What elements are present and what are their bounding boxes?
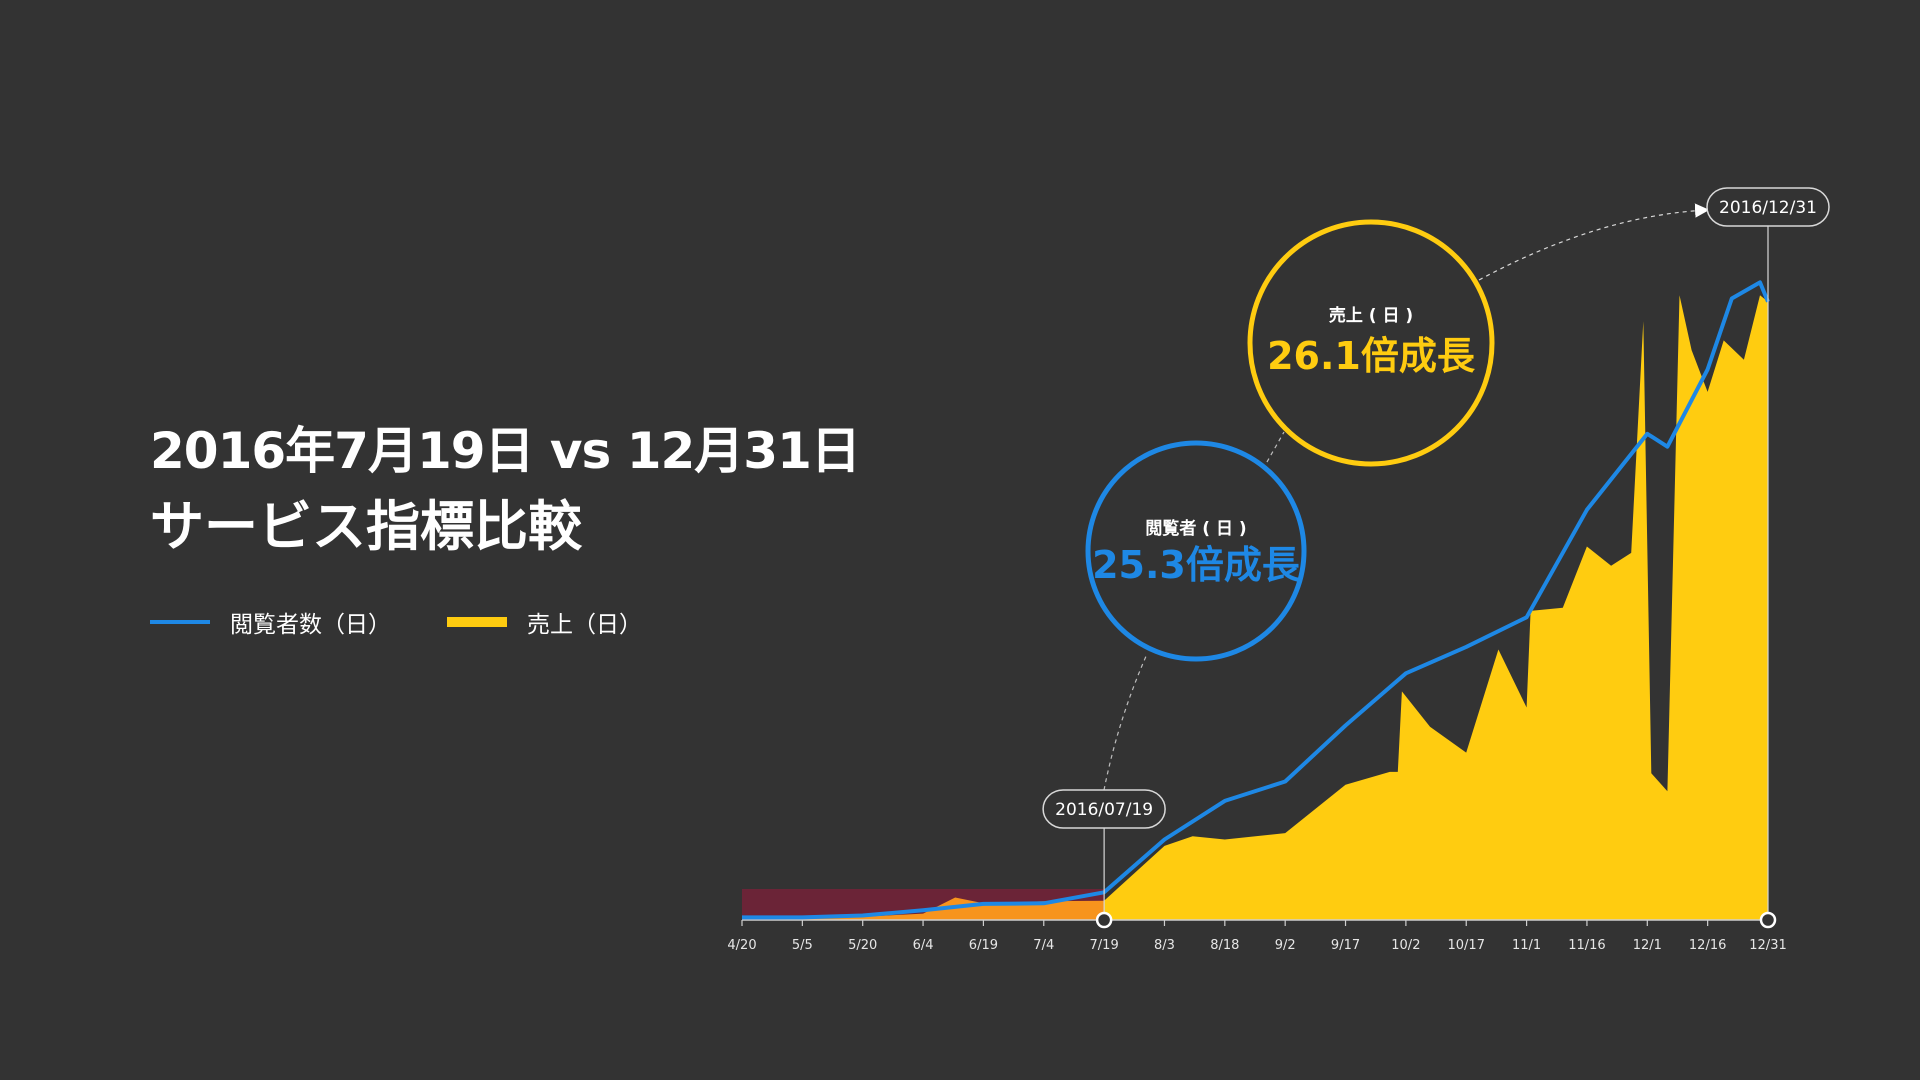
dashed-connector-end bbox=[1478, 203, 1710, 281]
end-point-marker bbox=[1759, 911, 1777, 929]
legend-line-swatch bbox=[150, 620, 210, 624]
x-tick-label: 9/17 bbox=[1331, 938, 1360, 953]
sales-callout-value: 26.1倍成長 bbox=[1267, 334, 1476, 378]
legend-bar-swatch bbox=[447, 617, 507, 627]
legend-viewers-label: 閲覧者数（日） bbox=[230, 612, 391, 638]
title-date-comparison: 2016年7月19日 vs 12月31日 bbox=[150, 422, 861, 480]
end-date-pill: 2016/12/31 bbox=[1706, 187, 1830, 227]
sales-callout-label: 売上 ( 日 ) bbox=[1329, 305, 1413, 326]
x-tick-label: 8/3 bbox=[1154, 938, 1175, 953]
start-point-marker bbox=[1095, 911, 1113, 929]
title-service-metrics: サービス指標比較 bbox=[150, 495, 582, 558]
x-tick-label: 6/19 bbox=[969, 938, 998, 953]
legend: 閲覧者数（日） 売上（日） bbox=[150, 605, 698, 639]
title-block: 2016年7月19日 vs 12月31日 サービス指標比較 bbox=[150, 418, 861, 564]
viewers-callout-circle bbox=[1085, 440, 1307, 662]
x-tick-label: 9/2 bbox=[1275, 938, 1296, 953]
legend-item-viewers: 閲覧者数（日） bbox=[150, 605, 391, 639]
x-tick-label: 8/18 bbox=[1210, 938, 1239, 953]
sales-area bbox=[1104, 295, 1768, 920]
x-tick-label: 7/19 bbox=[1090, 938, 1119, 953]
viewers-callout-label: 閲覧者 ( 日 ) bbox=[1145, 518, 1246, 539]
start-date-label: 2016/07/19 bbox=[1055, 800, 1153, 820]
x-tick-label: 11/16 bbox=[1568, 938, 1605, 953]
x-tick-label: 12/31 bbox=[1749, 938, 1786, 953]
x-tick-label: 10/17 bbox=[1448, 938, 1485, 953]
legend-item-sales: 売上（日） bbox=[447, 605, 642, 639]
x-tick-label: 5/5 bbox=[792, 938, 813, 953]
x-tick-label: 11/1 bbox=[1512, 938, 1541, 953]
x-tick-label: 10/2 bbox=[1391, 938, 1420, 953]
end-date-label: 2016/12/31 bbox=[1719, 198, 1817, 218]
x-tick-label: 12/1 bbox=[1633, 938, 1662, 953]
start-date-pill: 2016/07/19 bbox=[1042, 789, 1166, 829]
x-tick-label: 7/4 bbox=[1033, 938, 1054, 953]
viewers-line bbox=[742, 280, 1770, 920]
sales-growth-callout: 売上 ( 日 ) 26.1倍成長 bbox=[1247, 219, 1495, 467]
x-tick-label: 5/20 bbox=[848, 938, 877, 953]
legend-sales-label: 売上（日） bbox=[527, 612, 642, 638]
x-tick-label: 6/4 bbox=[913, 938, 934, 953]
sales-callout-circle bbox=[1247, 219, 1495, 467]
dashed-connector-start bbox=[1103, 653, 1148, 791]
viewers-growth-callout: 閲覧者 ( 日 ) 25.3倍成長 bbox=[1085, 440, 1307, 662]
x-tick-label: 4/20 bbox=[727, 938, 756, 953]
viewers-callout-value: 25.3倍成長 bbox=[1092, 543, 1301, 587]
x-tick-label: 12/16 bbox=[1689, 938, 1726, 953]
dashed-connector-mid bbox=[1262, 431, 1285, 470]
